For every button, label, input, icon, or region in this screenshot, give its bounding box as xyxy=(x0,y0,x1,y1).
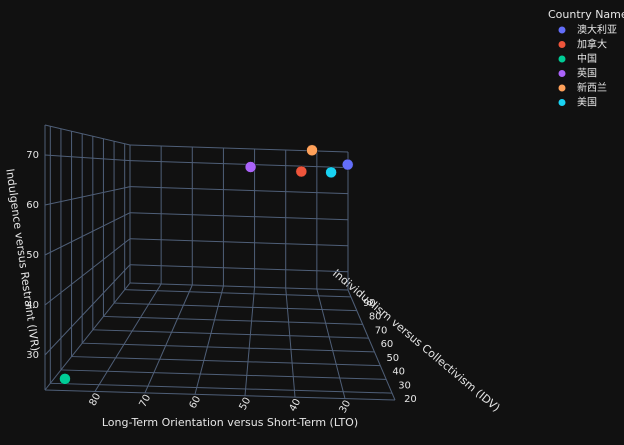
legend-label[interactable]: 英国 xyxy=(577,67,597,80)
legend-marker[interactable] xyxy=(558,70,566,77)
z-tick-label: 50 xyxy=(26,250,39,261)
y-tick-label: 50 xyxy=(386,353,399,364)
data-point xyxy=(59,373,71,385)
data-point xyxy=(325,166,337,179)
y-tick-label: 90 xyxy=(363,298,376,309)
grid-line xyxy=(129,160,349,169)
legend-label[interactable]: 中国 xyxy=(577,52,597,65)
x-tick-label: 50 xyxy=(238,396,254,412)
grid-line xyxy=(285,287,296,398)
grid-line xyxy=(103,315,363,325)
frame-edge xyxy=(129,282,349,291)
data-point xyxy=(306,144,318,157)
grid-line xyxy=(44,212,131,256)
y-tick-label: 30 xyxy=(398,380,411,391)
grid-line xyxy=(144,284,193,394)
y-tick-label: 20 xyxy=(404,394,417,405)
grid-line xyxy=(129,264,349,273)
legend-label[interactable]: 加拿大 xyxy=(577,38,607,51)
grid-line xyxy=(124,289,351,298)
data-point xyxy=(295,165,308,178)
legend-marker[interactable] xyxy=(558,84,566,92)
frame-edge xyxy=(44,282,131,391)
x-axis-title: Long-Term Orientation versus Short-Term … xyxy=(102,416,358,429)
grid-line xyxy=(44,264,131,356)
grid-line xyxy=(316,288,346,399)
y-tick-label: 40 xyxy=(392,367,405,378)
x-tick-label: 60 xyxy=(188,394,204,410)
grid-line xyxy=(194,285,224,395)
legend-label[interactable]: 澳大利亚 xyxy=(577,23,617,36)
grid-line xyxy=(44,238,131,306)
y-tick-label: 80 xyxy=(369,312,382,323)
grid-line xyxy=(92,329,369,339)
grid-line xyxy=(82,342,375,353)
grid-line xyxy=(44,186,131,206)
data-point xyxy=(341,158,354,171)
legend-marker[interactable] xyxy=(558,41,566,48)
legend-marker[interactable] xyxy=(558,99,566,106)
z-tick-label: 70 xyxy=(26,150,39,161)
x-tick-label: 30 xyxy=(338,399,354,415)
data-point xyxy=(244,161,257,173)
grid-line xyxy=(129,186,349,195)
grid-line xyxy=(44,154,131,162)
z-tick-label: 40 xyxy=(26,300,39,311)
grid-line xyxy=(94,283,162,392)
frame-edge xyxy=(347,289,396,401)
grid-line xyxy=(50,382,393,394)
y-tick-label: 60 xyxy=(381,339,394,350)
grid-line xyxy=(244,286,256,396)
grid-line xyxy=(129,212,349,221)
frame-edge xyxy=(44,124,131,146)
legend-title: Country Name xyxy=(548,8,624,21)
grid-line xyxy=(114,302,357,312)
y-tick-label: 70 xyxy=(375,325,388,336)
legend-label[interactable]: 美国 xyxy=(577,96,597,109)
z-tick-label: 60 xyxy=(26,200,39,211)
grid-line xyxy=(129,238,349,247)
frame-edge xyxy=(44,389,396,401)
x-tick-label: 80 xyxy=(88,391,104,407)
x-tick-label: 40 xyxy=(288,397,304,413)
z-tick-label: 30 xyxy=(26,350,39,361)
grid-line xyxy=(71,356,381,367)
legend-marker[interactable] xyxy=(558,26,566,34)
legend-marker[interactable] xyxy=(558,55,566,63)
x-tick-label: 70 xyxy=(138,393,154,409)
legend-label[interactable]: 新西兰 xyxy=(577,81,607,94)
grid-line xyxy=(60,369,387,380)
